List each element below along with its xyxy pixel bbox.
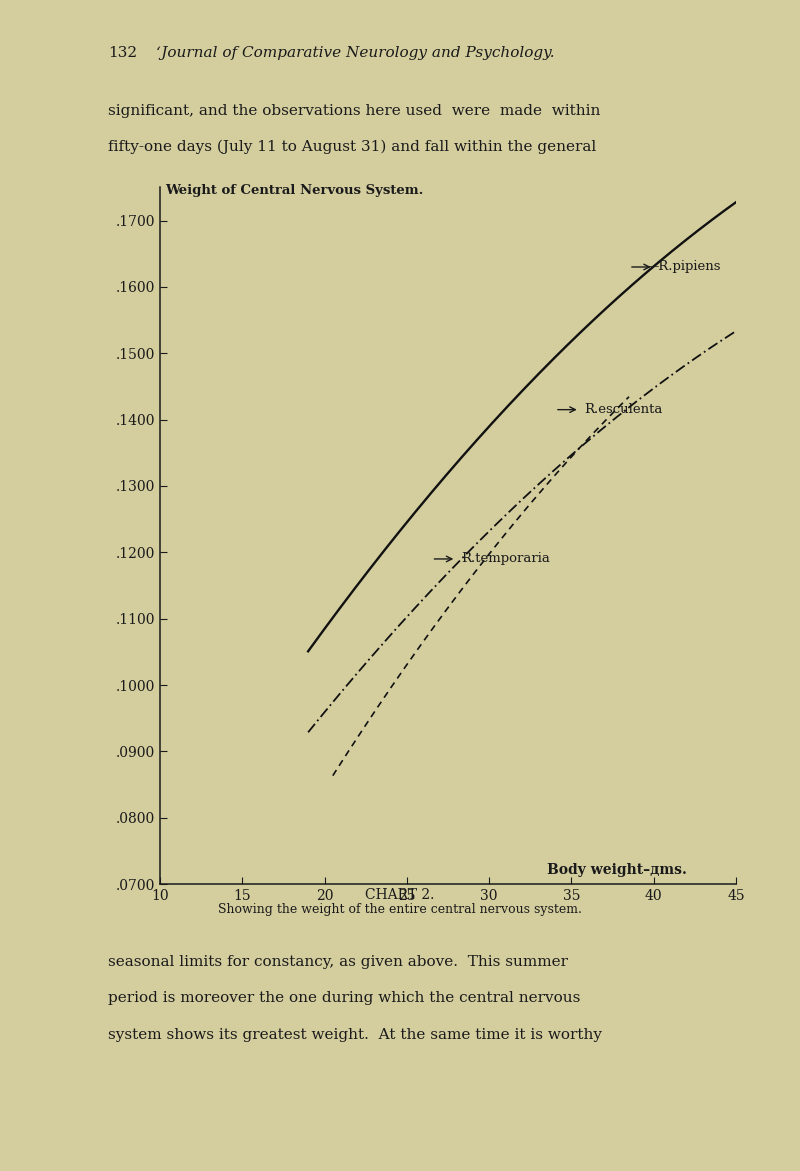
- Text: R.temporaria: R.temporaria: [461, 553, 550, 566]
- Text: ‘Journal of Comparative Neurology and Psychology.: ‘Journal of Comparative Neurology and Ps…: [156, 47, 554, 61]
- Text: seasonal limits for constancy, as given above.  This summer: seasonal limits for constancy, as given …: [108, 956, 568, 970]
- Text: 132: 132: [108, 47, 137, 61]
- Text: Body weight–дms.: Body weight–дms.: [546, 863, 686, 877]
- Text: Weight of Central Nervous System.: Weight of Central Nervous System.: [165, 184, 423, 198]
- Text: fifty-one days (July 11 to August 31) and fall within the general: fifty-one days (July 11 to August 31) an…: [108, 139, 596, 155]
- Text: R.esculenta: R.esculenta: [585, 403, 663, 416]
- Text: —R.pipiens: —R.pipiens: [646, 260, 721, 274]
- Text: significant, and the observations here used  were  made  within: significant, and the observations here u…: [108, 104, 600, 118]
- Text: Showing the weight of the entire central nervous system.: Showing the weight of the entire central…: [218, 903, 582, 917]
- Text: CHART 2.: CHART 2.: [366, 889, 434, 903]
- Text: system shows its greatest weight.  At the same time it is worthy: system shows its greatest weight. At the…: [108, 1028, 602, 1042]
- Text: period is moreover the one during which the central nervous: period is moreover the one during which …: [108, 992, 580, 1006]
